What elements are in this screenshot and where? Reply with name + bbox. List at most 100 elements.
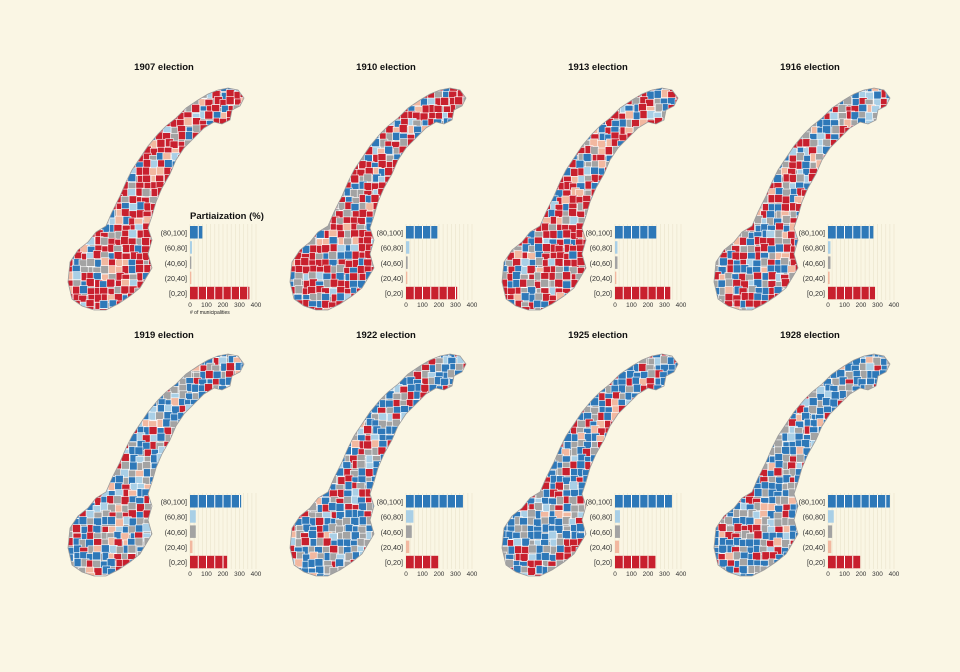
municipality-cell xyxy=(830,167,840,177)
municipality-cell xyxy=(344,316,352,324)
municipality-cell xyxy=(442,251,451,261)
municipality-cell xyxy=(293,182,303,192)
municipality-cell xyxy=(570,104,580,114)
municipality-cell xyxy=(234,413,244,423)
municipality-cell xyxy=(356,132,366,142)
municipality-cell xyxy=(506,88,515,92)
municipality-cell xyxy=(344,390,354,400)
municipality-cell xyxy=(803,88,812,92)
municipality-cell xyxy=(462,406,466,415)
municipality-cell xyxy=(162,418,172,428)
municipality-cell xyxy=(653,203,663,213)
municipality-cell xyxy=(155,411,164,421)
municipality-cell xyxy=(379,203,389,212)
municipality-cell xyxy=(296,110,305,120)
municipality-cell xyxy=(81,203,90,213)
municipality-cell xyxy=(408,354,417,360)
municipality-cell xyxy=(443,316,451,324)
municipality-cell xyxy=(99,111,109,120)
municipality-cell xyxy=(556,124,566,134)
municipality-cell xyxy=(295,354,305,360)
municipality-cell xyxy=(872,188,881,197)
municipality-cell xyxy=(198,519,208,528)
municipality-cell xyxy=(351,405,360,415)
category-label: (60,80] xyxy=(590,244,612,253)
municipality-cell xyxy=(802,203,811,213)
municipality-cell xyxy=(78,223,88,233)
municipality-cell xyxy=(127,188,136,197)
municipality-cell xyxy=(350,413,360,422)
municipality-cell xyxy=(177,180,187,190)
municipality-cell xyxy=(371,385,381,394)
municipality-cell xyxy=(675,146,678,155)
municipality-cell xyxy=(406,307,416,310)
municipality-cell xyxy=(68,553,74,563)
municipality-cell xyxy=(363,385,373,395)
municipality-cell xyxy=(597,188,606,198)
municipality-cell xyxy=(526,110,536,120)
category-label: (40,60] xyxy=(165,259,187,268)
municipality-cell xyxy=(838,243,847,253)
municipality-cell xyxy=(377,89,386,99)
municipality-cell xyxy=(109,182,118,192)
municipality-cell xyxy=(442,427,452,436)
municipality-cell xyxy=(752,99,762,108)
municipality-cell xyxy=(342,154,352,164)
municipality-cell xyxy=(822,125,831,135)
municipality-cell xyxy=(294,398,304,408)
municipality-cell xyxy=(68,510,75,520)
municipality-cell xyxy=(857,174,867,184)
municipality-cell xyxy=(386,88,396,94)
municipality-cell xyxy=(384,89,394,99)
municipality-cell xyxy=(714,90,721,100)
municipality-cell xyxy=(888,180,890,190)
municipality-cell xyxy=(100,257,110,267)
municipality-cell xyxy=(301,385,310,394)
municipality-cell xyxy=(177,204,187,213)
municipality-cell xyxy=(220,545,230,555)
municipality-cell xyxy=(822,202,831,211)
municipality-cell xyxy=(612,98,622,108)
municipality-cell xyxy=(449,175,458,184)
municipality-cell xyxy=(824,182,834,192)
municipality-cell xyxy=(442,224,451,233)
municipality-cell xyxy=(829,259,839,269)
municipality-cell xyxy=(385,201,395,211)
municipality-cell xyxy=(321,98,331,108)
municipality-cell xyxy=(836,279,846,289)
municipality-cell xyxy=(113,98,123,108)
municipality-cell xyxy=(108,113,117,122)
municipality-cell xyxy=(718,97,728,107)
municipality-cell xyxy=(219,118,228,127)
municipality-cell xyxy=(766,147,776,157)
municipality-cell xyxy=(867,252,876,261)
municipality-cell xyxy=(717,174,726,184)
municipality-cell xyxy=(858,125,867,135)
municipality-cell xyxy=(142,551,151,561)
municipality-cell xyxy=(659,201,669,211)
municipality-cell xyxy=(234,582,242,590)
municipality-cell xyxy=(234,181,243,191)
municipality-cell xyxy=(364,315,372,323)
municipality-cell xyxy=(652,168,662,178)
municipality-cell xyxy=(178,316,186,324)
municipality-cell xyxy=(93,217,102,227)
municipality-cell xyxy=(542,96,552,105)
municipality-cell xyxy=(780,111,789,121)
municipality-cell xyxy=(427,259,436,268)
municipality-cell xyxy=(358,294,368,304)
municipality-cell xyxy=(176,356,186,365)
municipality-cell xyxy=(79,434,89,444)
municipality-cell xyxy=(831,195,841,205)
municipality-cell xyxy=(240,407,244,416)
municipality-cell xyxy=(309,202,318,211)
municipality-cell xyxy=(293,413,303,422)
municipality-cell xyxy=(316,420,326,429)
municipality-cell xyxy=(80,139,89,149)
municipality-cell xyxy=(87,425,96,435)
municipality-cell xyxy=(604,103,613,113)
municipality-cell xyxy=(407,183,417,192)
municipality-cell xyxy=(93,475,102,484)
municipality-cell xyxy=(290,307,296,310)
municipality-cell xyxy=(823,314,831,322)
